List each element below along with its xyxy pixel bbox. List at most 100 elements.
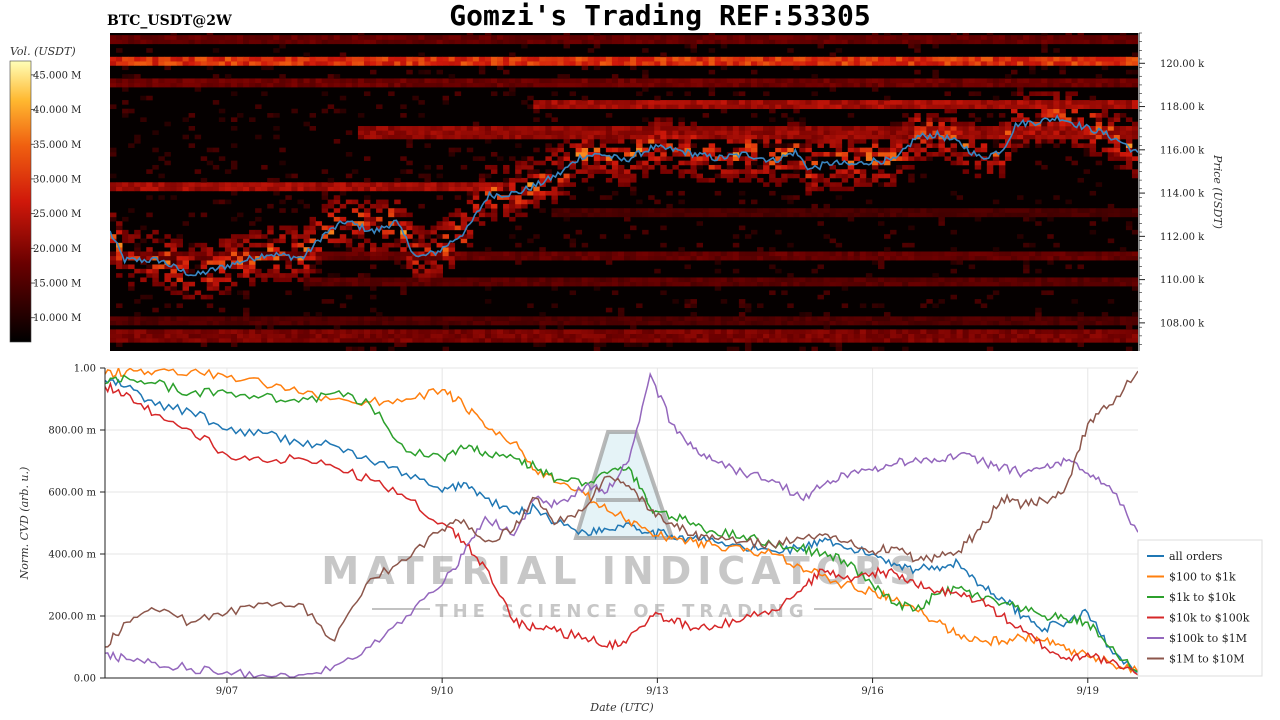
heatmap-cell [593, 130, 601, 135]
heatmap-cell [418, 39, 425, 45]
heatmap-cell [370, 39, 377, 45]
heatmap-cell [865, 212, 873, 218]
heatmap-cell [255, 208, 262, 213]
heatmap-cell [182, 61, 190, 66]
heatmap-cell [230, 190, 238, 196]
heatmap-cell [908, 126, 915, 131]
heatmap-cell [575, 134, 583, 140]
heatmap-cell [472, 121, 480, 127]
heatmap-cell [430, 338, 437, 343]
heatmap-cell [781, 329, 788, 334]
heatmap-cell [503, 61, 510, 66]
heatmap-cell [624, 147, 631, 153]
heatmap-cell [781, 151, 788, 157]
heatmap-cell [243, 39, 250, 45]
heatmap-cell [569, 338, 577, 343]
heatmap-cell [406, 130, 413, 135]
heatmap-cell [563, 208, 570, 213]
heatmap-cell [551, 186, 558, 192]
heatmap-cell [406, 333, 413, 339]
heatmap-cell [732, 212, 740, 218]
heatmap-cell [950, 212, 957, 218]
heatmap-cell [557, 74, 564, 79]
heatmap-cell [678, 212, 685, 218]
heatmap-cell [950, 260, 957, 265]
heatmap-cell [134, 39, 141, 45]
heatmap-cell [406, 35, 413, 40]
heatmap-cell [412, 338, 419, 343]
heatmap-cell [545, 320, 552, 326]
heatmap-cell [430, 260, 437, 265]
heatmap-cell [605, 100, 613, 105]
heatmap-cell [412, 273, 419, 278]
heatmap-cell [998, 143, 1006, 148]
heatmap-cell [539, 130, 546, 135]
heatmap-cell [424, 268, 431, 274]
heatmap-cell [781, 281, 788, 287]
heatmap-cell [122, 186, 129, 192]
heatmap-cell [757, 126, 764, 131]
heatmap-cell [363, 281, 371, 287]
heatmap-cell [1119, 338, 1127, 343]
heatmap-cell [182, 320, 190, 326]
heatmap-cell [158, 320, 165, 326]
heatmap-cell [624, 234, 631, 239]
heatmap-cell [811, 130, 818, 135]
heatmap-cell [593, 33, 601, 36]
heatmap-cell [865, 316, 873, 322]
heatmap-cell [345, 56, 353, 62]
heatmap-cell [545, 333, 552, 339]
heatmap-cell [472, 134, 480, 140]
heatmap-cell [412, 329, 419, 334]
heatmap-cell [339, 251, 347, 257]
heatmap-cell [787, 104, 794, 110]
heatmap-cell [460, 251, 468, 257]
heatmap-cell [775, 143, 782, 148]
heatmap-cell [714, 329, 722, 334]
heatmap-cell [182, 56, 190, 62]
heatmap-cell [636, 104, 643, 110]
heatmap-cell [1059, 121, 1066, 127]
heatmap-cell [460, 238, 468, 244]
heatmap-cell [357, 182, 365, 187]
heatmap-cell [297, 78, 304, 84]
heatmap-cell [793, 108, 800, 114]
heatmap-cell [986, 100, 994, 105]
heatmap-cell [642, 87, 649, 92]
heatmap-cell [914, 56, 921, 62]
heatmap-cell [1125, 130, 1133, 135]
heatmap-cell [998, 333, 1006, 339]
heatmap-cell [605, 333, 613, 339]
heatmap-cell [303, 229, 310, 235]
heatmap-cell [744, 160, 752, 166]
heatmap-cell [430, 316, 437, 322]
heatmap-cell [539, 316, 546, 322]
heatmap-cell [563, 212, 570, 218]
heatmap-cell [938, 255, 945, 261]
heatmap-cell [370, 255, 377, 261]
heatmap-cell [376, 312, 383, 317]
heatmap-cell [563, 234, 570, 239]
heatmap-cell [847, 113, 855, 118]
heatmap-cell [1119, 100, 1127, 105]
heatmap-cell [974, 329, 982, 334]
heatmap-cell [696, 277, 704, 283]
heatmap-cell [920, 100, 927, 105]
heatmap-cell [509, 177, 516, 183]
heatmap-cell [1053, 208, 1060, 213]
heatmap-cell [666, 333, 673, 339]
heatmap-cell [182, 338, 190, 343]
heatmap-cell [490, 182, 498, 187]
heatmap-cell [617, 316, 625, 322]
heatmap-cell [611, 290, 619, 296]
heatmap-cell [787, 134, 794, 140]
heatmap-cell [116, 48, 123, 53]
heatmap-cell [110, 234, 117, 239]
heatmap-cell [865, 134, 873, 140]
heatmap-cell [509, 182, 516, 187]
heatmap-cell [817, 329, 824, 334]
heatmap-cell [1095, 320, 1103, 326]
heatmap-cell [793, 56, 800, 62]
heatmap-cell [938, 78, 945, 84]
heatmap-cell [382, 281, 389, 287]
